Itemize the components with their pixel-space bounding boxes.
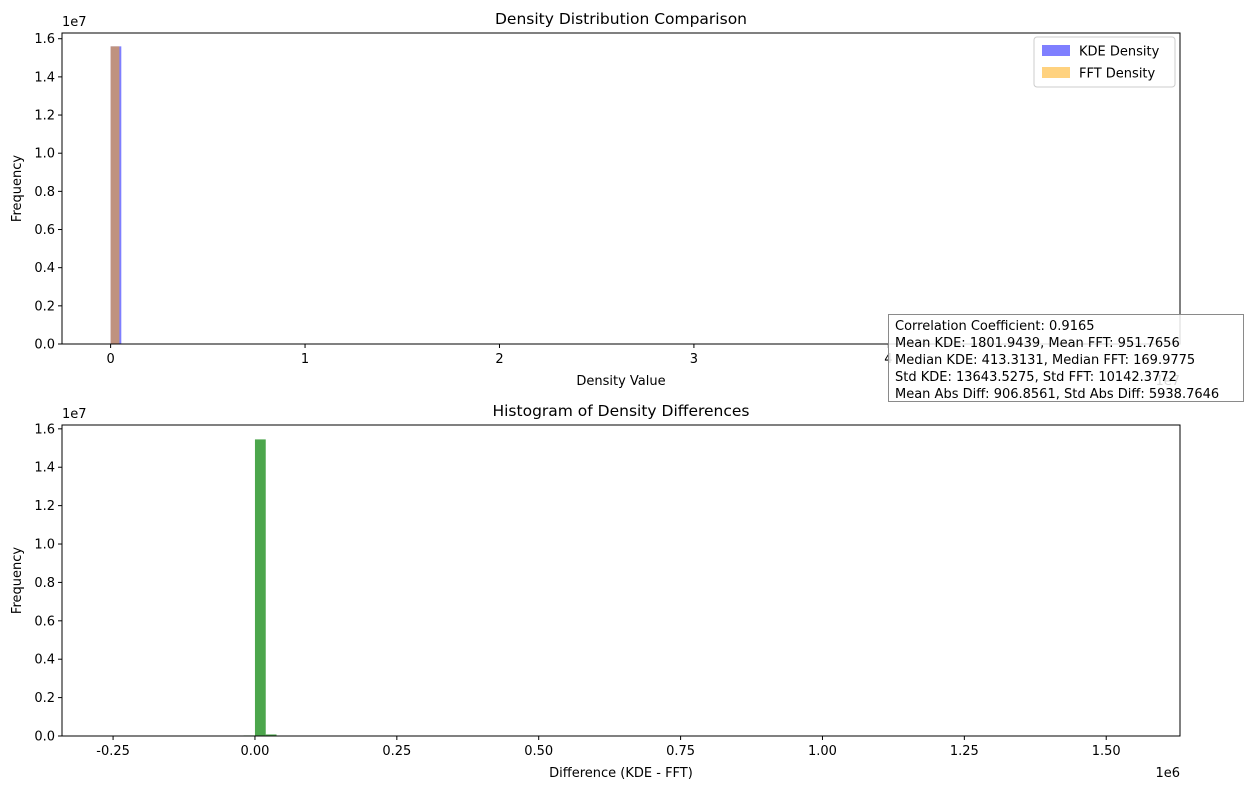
chart1-legend-label-0: KDE Density (1079, 45, 1160, 60)
chart2-ytick-label-4: 0.8 (34, 576, 55, 591)
chart2-xtick-label-6: 1.25 (950, 744, 979, 759)
chart2-xtick-label-0: -0.25 (96, 744, 130, 759)
chart2-xtick-label-3: 0.50 (524, 744, 553, 759)
chart1-axes-frame (61, 32, 1181, 345)
stats-abs-diff: Mean Abs Diff: 906.8561, Std Abs Diff: 5… (895, 387, 1220, 402)
chart2-xtick-label-4: 0.75 (666, 744, 695, 759)
stats-correlation: Correlation Coefficient: 0.9165 (895, 319, 1095, 334)
chart2-axes-frame (61, 424, 1181, 737)
chart1-xtick-label-2: 2 (495, 352, 503, 367)
chart1-yscale-label: 1e7 (62, 15, 87, 30)
chart1-bar-s1-b0 (110, 46, 120, 344)
chart2-ytick-label-7: 1.4 (34, 461, 55, 476)
chart1-xlabel: Density Value (576, 374, 665, 389)
stats-std: Std KDE: 13643.5275, Std FFT: 10142.3772 (895, 370, 1177, 385)
chart1-ytick-label-2: 0.4 (34, 261, 55, 276)
chart2-ylabel: Frequency (10, 547, 25, 614)
chart1-title: Density Distribution Comparison (495, 10, 747, 28)
chart2-xtick-label-1: 0.00 (240, 744, 269, 759)
chart1-ytick-label-5: 1.0 (34, 147, 55, 162)
chart1-legend-swatch-0 (1042, 45, 1070, 56)
chart1-legend-label-1: FFT Density (1079, 67, 1156, 82)
chart2-ytick-label-3: 0.6 (34, 614, 55, 629)
chart1-ytick-label-3: 0.6 (34, 223, 55, 238)
chart2-xtick-label-2: 0.25 (382, 744, 411, 759)
statistics-box: Correlation Coefficient: 0.9165 Mean KDE… (888, 314, 1244, 402)
chart2-ytick-label-8: 1.6 (34, 422, 55, 437)
chart2-xscale-label: 1e6 (1155, 766, 1180, 781)
chart2-ytick-label-0: 0.0 (34, 730, 55, 745)
chart2-ytick-label-1: 0.2 (34, 691, 55, 706)
chart1-legend-swatch-1 (1042, 67, 1070, 78)
chart2-ytick-label-6: 1.2 (34, 499, 55, 514)
chart1-xtick-label-0: 0 (106, 352, 114, 367)
chart1-ytick-label-6: 1.2 (34, 109, 55, 124)
chart2-bar-s0-b2 (265, 734, 277, 736)
stats-mean: Mean KDE: 1801.9439, Mean FFT: 951.7656 (895, 336, 1180, 351)
chart1-ytick-label-1: 0.2 (34, 299, 55, 314)
chart2-xtick-label-7: 1.50 (1092, 744, 1121, 759)
chart2-xtick-label-5: 1.00 (808, 744, 837, 759)
chart2-xlabel: Difference (KDE - FFT) (549, 766, 693, 781)
chart1-xtick-label-3: 3 (690, 352, 698, 367)
chart2-bar-s0-b1 (254, 439, 266, 736)
chart1-ytick-label-0: 0.0 (34, 338, 55, 353)
chart2-ytick-label-2: 0.4 (34, 653, 55, 668)
chart1-xtick-label-1: 1 (301, 352, 309, 367)
chart1-ytick-label-7: 1.4 (34, 70, 55, 85)
chart1-ylabel: Frequency (10, 155, 25, 222)
stats-median: Median KDE: 413.3131, Median FFT: 169.97… (895, 353, 1196, 368)
chart1-ytick-label-4: 0.8 (34, 185, 55, 200)
chart1-ytick-label-8: 1.6 (34, 32, 55, 47)
chart2-yscale-label: 1e7 (62, 407, 87, 422)
chart2-title: Histogram of Density Differences (492, 402, 749, 420)
chart2-ytick-label-5: 1.0 (34, 538, 55, 553)
